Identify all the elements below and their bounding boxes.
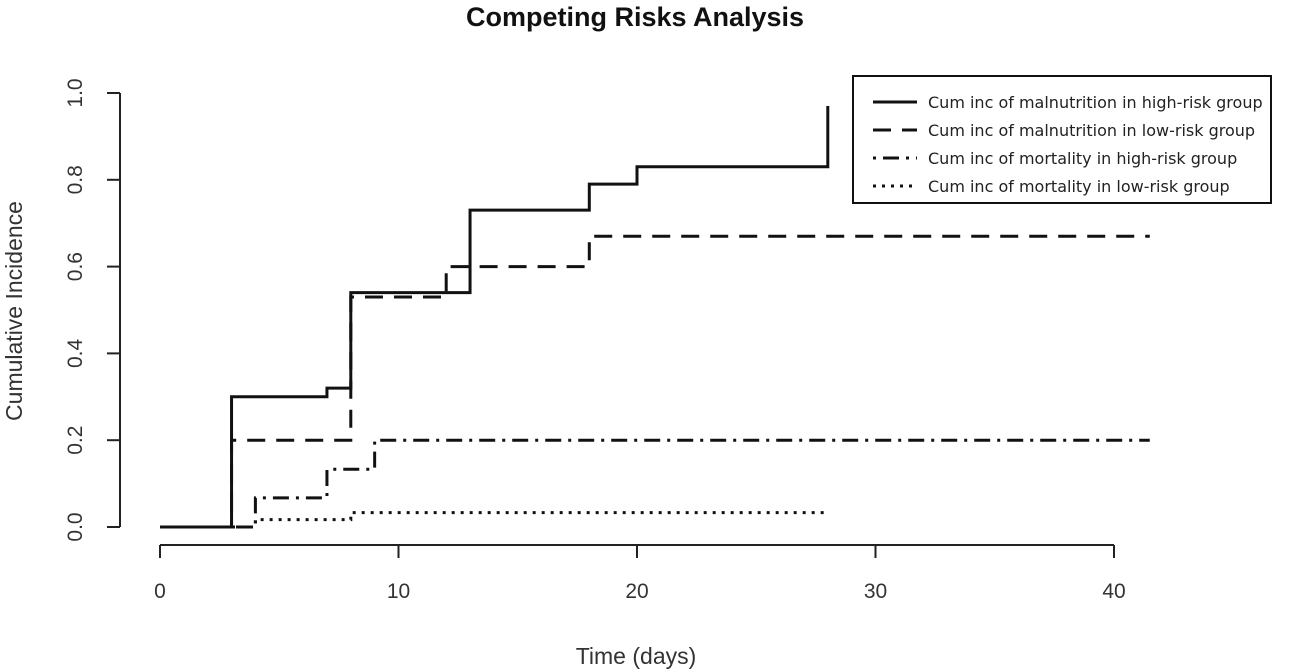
legend-entry: Cum inc of mortality in high-risk group <box>928 149 1237 168</box>
y-axis-label: Cumulative Incidence <box>1 201 27 421</box>
x-tick-label: 30 <box>864 580 887 603</box>
series-line-solid <box>160 106 830 529</box>
series-group <box>160 106 1150 529</box>
x-tick-label: 20 <box>625 580 648 603</box>
legend: Cum inc of malnutrition in high-risk gro… <box>852 75 1272 204</box>
y-tick-label: 1.0 <box>64 78 87 107</box>
x-tick-label: 40 <box>1102 580 1125 603</box>
series-line-dotted <box>160 511 828 529</box>
chart-title: Competing Risks Analysis <box>466 2 804 32</box>
axes: 0 10 20 30 40 0.0 0.2 0.4 0.6 0.8 1.0 <box>64 78 1126 603</box>
y-tick-label: 0.0 <box>64 512 87 541</box>
x-tick-label: 10 <box>387 580 410 603</box>
x-tick-label: 0 <box>154 580 166 603</box>
legend-entry: Cum inc of mortality in low-risk group <box>928 177 1230 196</box>
legend-box <box>852 75 1272 204</box>
y-tick-label: 0.8 <box>64 165 87 194</box>
x-axis-label: Time (days) <box>576 643 697 669</box>
y-tick-label: 0.6 <box>64 252 87 281</box>
series-line-dashed <box>160 234 1150 529</box>
y-tick-label: 0.2 <box>64 426 87 455</box>
legend-entry: Cum inc of malnutrition in high-risk gro… <box>928 93 1263 112</box>
legend-entry: Cum inc of malnutrition in low-risk grou… <box>928 121 1255 140</box>
series-line-dotdash <box>160 438 1150 529</box>
y-tick-label: 0.4 <box>64 338 87 368</box>
